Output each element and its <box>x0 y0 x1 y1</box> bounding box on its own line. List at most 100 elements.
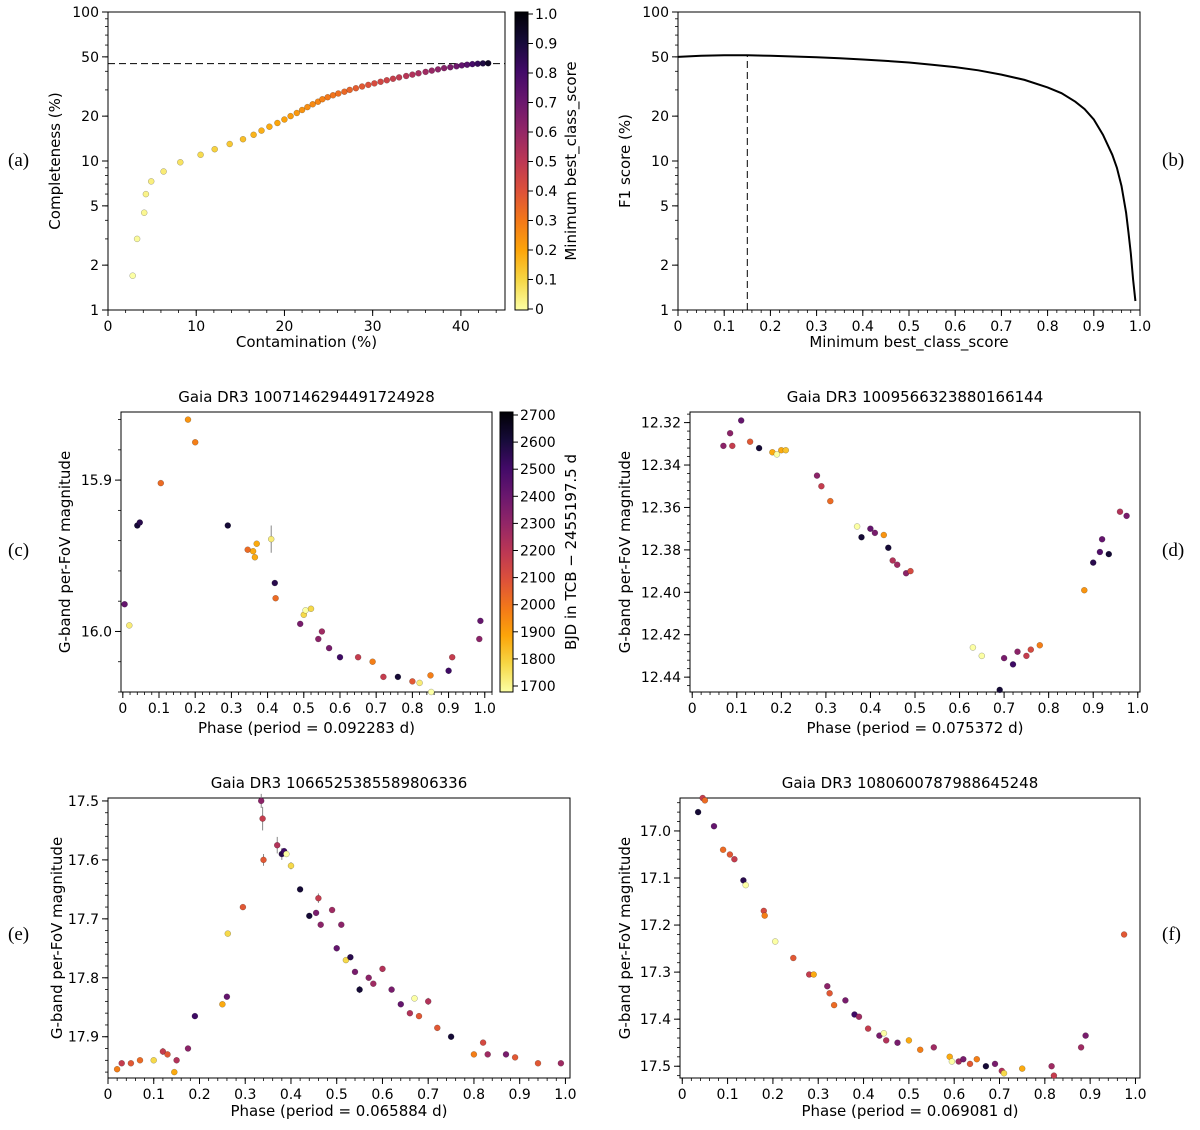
data-point <box>298 106 306 114</box>
data-point <box>1082 1032 1089 1039</box>
data-point <box>1105 550 1113 558</box>
y-tick-label: 12.32 <box>641 416 681 432</box>
x-tick-label: 0.9 <box>1079 1087 1101 1103</box>
data-point <box>978 652 986 660</box>
data-point <box>448 653 456 661</box>
panel-label-e: (e) <box>8 924 29 945</box>
data-point <box>260 856 267 864</box>
data-point <box>557 1060 565 1067</box>
data-point <box>224 930 232 937</box>
data-point <box>379 965 386 973</box>
x-tick-label: 0.1 <box>143 1087 165 1103</box>
data-point <box>325 644 333 652</box>
data-point <box>253 540 260 547</box>
data-point <box>534 1060 542 1067</box>
x-tick-label: 0 <box>674 319 683 335</box>
x-tick-label: 1.0 <box>1127 701 1149 717</box>
data-point <box>150 1057 157 1064</box>
data-point <box>726 429 734 437</box>
data-point <box>1116 508 1124 515</box>
x-tick-label: 0.4 <box>852 319 874 335</box>
data-point <box>380 673 387 681</box>
data-point <box>1050 1072 1058 1079</box>
x-tick-label: 0.6 <box>944 319 966 335</box>
plot-frame <box>120 411 493 693</box>
data-point <box>434 1024 441 1032</box>
data-point <box>266 123 273 130</box>
plot-frame <box>107 11 506 311</box>
data-point <box>333 945 340 952</box>
data-point <box>173 1057 180 1064</box>
data-point <box>415 1012 423 1020</box>
data-point <box>966 1060 974 1068</box>
data-point <box>160 168 167 175</box>
y-tick-label: 10 <box>81 154 99 170</box>
data-point <box>1048 1062 1055 1070</box>
data-point <box>790 954 797 962</box>
data-point <box>127 1060 135 1067</box>
data-point <box>427 688 435 696</box>
data-point <box>470 1051 478 1058</box>
x-tick-label: 0.8 <box>463 1087 485 1103</box>
colorbar-tick-label: 0.3 <box>535 214 557 230</box>
x-tick-label: 0.1 <box>716 1087 738 1103</box>
y-tick-label: 16.0 <box>81 624 112 640</box>
data-point <box>810 971 817 978</box>
y-tick-label: 17.3 <box>640 965 671 981</box>
data-point <box>274 119 281 127</box>
colorbar-bjd: BJD in TCB − 2455197.5 d 1700 1800 1900 200… <box>499 408 580 695</box>
y-tick-label: 5 <box>90 199 99 215</box>
data-point <box>1023 652 1030 660</box>
data-point <box>273 841 281 849</box>
data-point <box>1098 536 1106 543</box>
data-point <box>306 912 313 920</box>
data-point <box>973 1055 981 1063</box>
chart-lightcurve-d: 0 0.1 0.2 0.3 0.4 0.5 0.6 0.7 0.8 0.9 1.0 12.32 12.3… <box>616 388 1149 737</box>
data-point <box>352 84 360 92</box>
x-tick-label: 0.6 <box>943 1087 965 1103</box>
data-point <box>159 1048 167 1055</box>
data-point <box>121 600 128 608</box>
x-tick-label: 0.7 <box>365 701 387 717</box>
data-point <box>365 81 372 89</box>
data-point <box>916 1046 924 1054</box>
data-point <box>855 1013 863 1021</box>
data-point <box>1027 646 1035 653</box>
data-point <box>342 956 350 964</box>
data-point <box>416 679 423 687</box>
data-point <box>351 968 359 976</box>
x-tick-label: 0.3 <box>220 701 242 717</box>
data-point <box>1123 512 1130 520</box>
data-point <box>720 442 727 450</box>
x-tick-label: 0.3 <box>807 1087 829 1103</box>
y-tick-label: 2 <box>90 258 99 274</box>
data-point <box>224 522 232 529</box>
data-point <box>907 567 914 575</box>
data-point <box>147 178 155 185</box>
x-tick-label: 0.4 <box>280 1087 302 1103</box>
data-point <box>118 1060 125 1067</box>
data-point <box>1000 654 1008 662</box>
panel-label-a: (a) <box>8 150 29 171</box>
data-point <box>427 672 434 679</box>
data-point <box>502 1051 510 1058</box>
data-point <box>293 109 301 117</box>
x-tick-label: 0.2 <box>762 1087 784 1103</box>
data-point <box>742 881 749 889</box>
data-point <box>307 605 315 613</box>
data-point <box>395 74 403 81</box>
y-tick-label: 17.5 <box>640 1059 671 1075</box>
data-point <box>773 451 781 458</box>
data-point <box>394 673 402 681</box>
data-point <box>880 531 888 539</box>
x-tick-label: 0.1 <box>713 319 735 335</box>
colorbar-tick-label: 1800 <box>520 652 556 668</box>
data-point <box>880 1030 888 1037</box>
y-tick-label: 2 <box>660 258 669 274</box>
y-tick-label: 12.40 <box>641 585 681 601</box>
colorbar-score-label: Minimum best_class_score <box>562 61 581 260</box>
data-point <box>377 78 384 86</box>
data-point <box>409 678 416 685</box>
data-point <box>239 135 247 143</box>
data-point <box>726 851 734 858</box>
